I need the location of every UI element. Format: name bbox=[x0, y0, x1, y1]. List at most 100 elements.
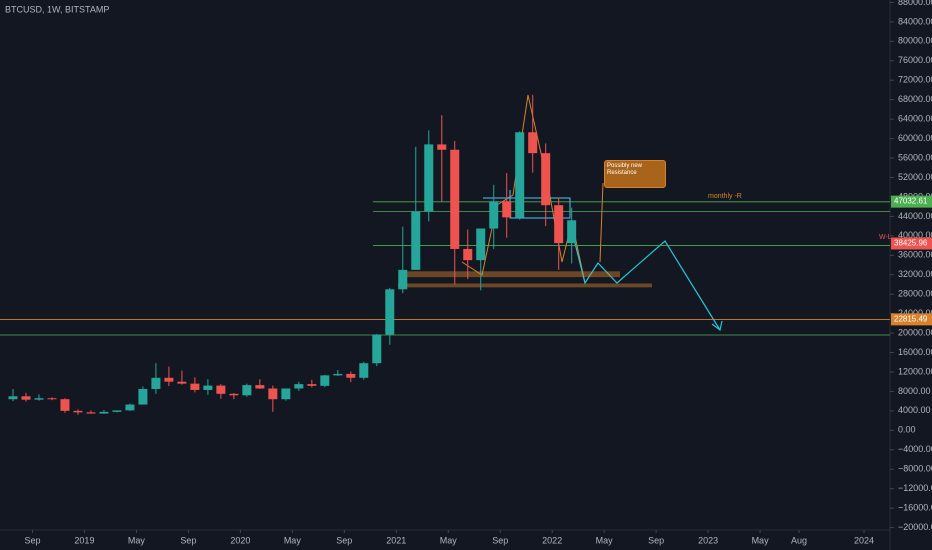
y-tick-label: 56000.00 bbox=[898, 152, 932, 162]
price-tag-label: 38425.96 bbox=[894, 239, 928, 248]
candle-body bbox=[372, 334, 382, 364]
candle-body bbox=[333, 373, 343, 376]
candle-body bbox=[463, 248, 473, 261]
candle-body bbox=[190, 383, 200, 390]
candle-body bbox=[73, 410, 83, 413]
y-tick-label: −20000.00 bbox=[898, 522, 932, 532]
x-tick-label: Sep bbox=[336, 535, 352, 545]
candle-body bbox=[242, 385, 252, 396]
price-tag-label: 47032.61 bbox=[894, 197, 928, 206]
candle-body bbox=[138, 388, 148, 405]
candle-body bbox=[125, 404, 135, 411]
candle-body bbox=[8, 396, 18, 400]
x-tick-label: 2022 bbox=[542, 535, 562, 545]
y-tick-label: 4000.00 bbox=[898, 405, 931, 415]
x-tick-label: Sep bbox=[180, 535, 196, 545]
y-tick-label: 32000.00 bbox=[898, 269, 932, 279]
projection-arrow bbox=[711, 320, 723, 332]
x-tick-label: 2019 bbox=[74, 535, 94, 545]
projection-path bbox=[572, 234, 721, 331]
candle-body bbox=[346, 373, 356, 378]
x-tick-label: May bbox=[284, 535, 302, 545]
candle-body bbox=[86, 412, 96, 414]
x-tick-label: 2021 bbox=[386, 535, 406, 545]
candle-body bbox=[307, 384, 317, 386]
y-tick-label: 64000.00 bbox=[898, 114, 932, 124]
y-tick-label: −16000.00 bbox=[898, 502, 932, 512]
candle-body bbox=[476, 228, 486, 261]
price-tag bbox=[891, 313, 932, 326]
y-tick-label: −12000.00 bbox=[898, 483, 932, 493]
y-tick-label: 8000.00 bbox=[898, 386, 931, 396]
y-tick-label: 16000.00 bbox=[898, 347, 932, 357]
candle-body bbox=[541, 153, 551, 206]
candle-body bbox=[164, 377, 174, 382]
annotation: monthly -R bbox=[708, 193, 742, 200]
candle-body bbox=[385, 289, 395, 335]
x-tick-label: May bbox=[752, 535, 770, 545]
candle-body bbox=[268, 388, 278, 400]
candle-body bbox=[47, 398, 57, 400]
x-tick-label: Aug bbox=[791, 535, 807, 545]
y-tick-label: 44000.00 bbox=[898, 211, 932, 221]
y-tick-label: −4000.00 bbox=[898, 444, 932, 454]
callout: Possibly new Resistance bbox=[604, 160, 666, 188]
y-tick-label: 24000.00 bbox=[898, 308, 932, 318]
y-tick-label: 36000.00 bbox=[898, 250, 932, 260]
candle-body bbox=[255, 385, 265, 389]
candle-body bbox=[515, 132, 525, 218]
y-tick-label: 12000.00 bbox=[898, 366, 932, 376]
candle-body bbox=[489, 201, 499, 229]
candle-body bbox=[567, 220, 577, 244]
zone bbox=[405, 271, 620, 278]
candle-body bbox=[216, 385, 226, 394]
x-tick-label: 2023 bbox=[698, 535, 718, 545]
x-tick-label: Sep bbox=[648, 535, 664, 545]
y-tick-label: 20000.00 bbox=[898, 327, 932, 337]
candle-body bbox=[502, 201, 512, 218]
y-tick-label: 80000.00 bbox=[898, 36, 932, 46]
y-tick-label: 76000.00 bbox=[898, 55, 932, 65]
annotation: W-L bbox=[879, 234, 892, 241]
candle-body bbox=[151, 377, 161, 389]
candle-body bbox=[528, 132, 538, 154]
candle-body bbox=[229, 393, 239, 396]
candle-body bbox=[203, 385, 213, 390]
y-tick-label: 68000.00 bbox=[898, 94, 932, 104]
candle-body bbox=[99, 411, 109, 414]
price-tag bbox=[891, 237, 932, 250]
candle-body bbox=[437, 144, 447, 150]
candle-body bbox=[411, 211, 421, 270]
x-tick-label: 2024 bbox=[854, 535, 874, 545]
x-tick-label: Sep bbox=[492, 535, 508, 545]
candle-body bbox=[320, 375, 330, 386]
x-tick-label: May bbox=[440, 535, 458, 545]
candle-body bbox=[554, 205, 564, 244]
candle-body bbox=[177, 381, 187, 384]
y-tick-label: 72000.00 bbox=[898, 75, 932, 85]
price-tag-label: 22815.49 bbox=[894, 314, 928, 323]
candle-body bbox=[34, 398, 44, 400]
candle-body bbox=[359, 363, 369, 378]
y-tick-label: 52000.00 bbox=[898, 172, 932, 182]
x-tick-label: May bbox=[596, 535, 614, 545]
x-tick-label: Sep bbox=[24, 535, 40, 545]
y-tick-label: 60000.00 bbox=[898, 133, 932, 143]
candle-body bbox=[294, 384, 304, 389]
candle-body bbox=[281, 388, 291, 400]
y-tick-label: 84000.00 bbox=[898, 16, 932, 26]
price-tag bbox=[891, 195, 932, 208]
candle-body bbox=[21, 396, 31, 400]
candle-body bbox=[424, 144, 434, 212]
x-tick-label: 2020 bbox=[230, 535, 250, 545]
zone bbox=[398, 283, 652, 288]
x-tick-label: May bbox=[128, 535, 146, 545]
y-tick-label: −8000.00 bbox=[898, 464, 932, 474]
callout-pointer bbox=[599, 182, 604, 263]
candle-body bbox=[450, 149, 460, 249]
y-tick-label: 0.00 bbox=[898, 425, 916, 435]
candle-body bbox=[60, 399, 70, 411]
y-tick-label: 40000.00 bbox=[898, 230, 932, 240]
